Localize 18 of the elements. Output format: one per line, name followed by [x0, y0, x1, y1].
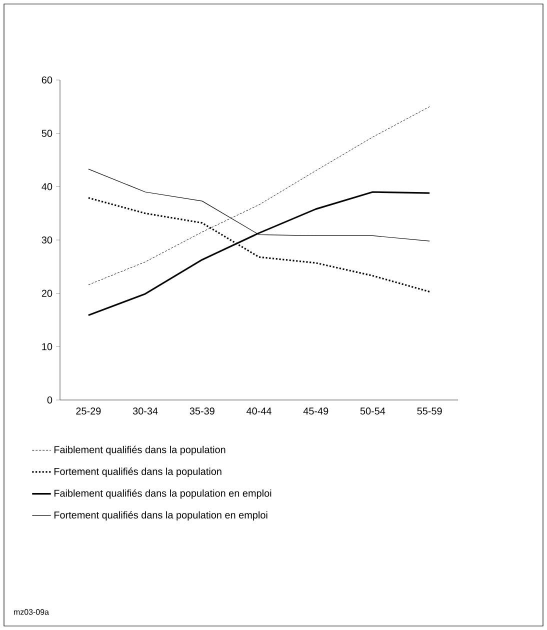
y-tick-label: 40: [42, 183, 52, 190]
y-tick-label: 20: [42, 290, 52, 297]
legend-label: Fortement qualifiés dans la population: [54, 468, 222, 477]
legend-label: Faiblement qualifiés dans la population: [54, 446, 226, 456]
y-tick-label: 60: [42, 76, 52, 84]
legend-label: Faiblement qualifiés dans la population en emploi: [54, 489, 272, 499]
x-tick-label: 30-34: [132, 408, 158, 415]
y-tick-label: 0: [47, 396, 52, 404]
legend-label: Fortement qualifiés dans la population en emploi: [54, 511, 268, 521]
x-tick-label: 40-44: [246, 408, 272, 415]
x-tick-label: 50-54: [360, 408, 386, 415]
x-tick-label: 25-29: [76, 408, 101, 415]
y-tick-label: 50: [42, 130, 52, 137]
x-tick-label: 35-39: [190, 408, 214, 415]
x-tick-label: 55-59: [417, 408, 442, 415]
y-tick-label: 30: [42, 236, 52, 244]
y-tick-label: 10: [42, 343, 52, 350]
x-tick-label: 45-49: [303, 408, 328, 415]
